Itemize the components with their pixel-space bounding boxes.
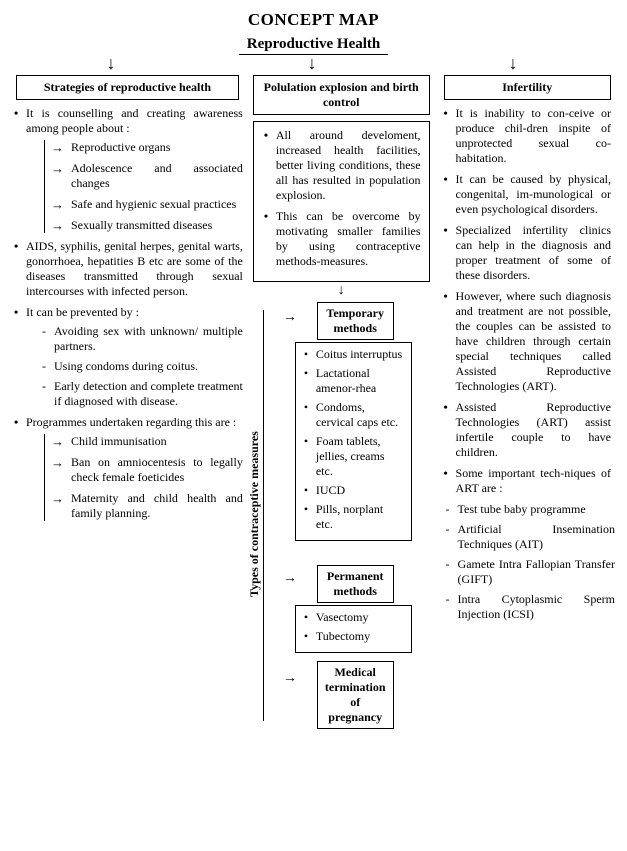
right-arrow-icon: → — [283, 310, 297, 326]
list-item: Specialized infertility clinics can help… — [444, 223, 611, 283]
temp-list: Coitus interruptus Lactational amenor-rh… — [304, 347, 403, 532]
list-item: Intra Cytoplasmic Sperm Injection (ICSI) — [446, 592, 615, 622]
text: Programmes undertaken regarding this are… — [26, 415, 236, 429]
contraceptive-stack: Types of contraceptive measures → Tempor… — [249, 302, 434, 729]
list-item: Coitus interruptus — [304, 347, 403, 362]
column-infertility: Infertility It is inability to con-ceive… — [440, 75, 615, 627]
text: It is counselling and creating awareness… — [26, 106, 243, 135]
columns: Strategies of reproductive health It is … — [12, 75, 615, 731]
prevent-list: Avoiding sex with unknown/ multiple part… — [26, 324, 243, 409]
list-item: Child immunisation — [51, 434, 243, 449]
population-box: All around develoment, increased health … — [253, 121, 430, 282]
subtitle-wrap: Reproductive Health — [12, 30, 615, 55]
infertility-list: It is inability to con-ceive or produce … — [440, 106, 615, 496]
column-strategies: Strategies of reproductive health It is … — [12, 75, 243, 527]
text: It can be prevented by : — [26, 305, 139, 319]
population-points: All around develoment, increased health … — [262, 128, 421, 269]
list-item: It is inability to con-ceive or produce … — [444, 106, 611, 166]
list-item: Artificial Insemination Techniques (AIT) — [446, 522, 615, 552]
list-item: All around develoment, increased health … — [264, 128, 421, 203]
bracket-line — [263, 310, 264, 721]
list-item: Adolescence and associated changes — [51, 161, 243, 191]
list-item: Gamete Intra Fallopian Transfer (GIFT) — [446, 557, 615, 587]
list-item: AIDS, syphilis, genital herpes, genital … — [14, 239, 243, 299]
list-item: Reproductive organs — [51, 140, 243, 155]
programmes-list: Child immunisation Ban on amniocentesis … — [44, 434, 243, 521]
list-item: Avoiding sex with unknown/ multiple part… — [42, 324, 243, 354]
strategies-list: It is counselling and creating awareness… — [12, 106, 243, 521]
list-item: Vasectomy — [304, 610, 403, 625]
heading-population: Polulation explosion and birth control — [253, 75, 430, 115]
list-item: It can be caused by physical, congenital… — [444, 172, 611, 217]
list-item: Pills, norplant etc. — [304, 502, 403, 532]
list-item: Using condoms during coitus. — [42, 359, 243, 374]
down-arrow-icon: ↓ — [249, 286, 434, 296]
list-item: It is counselling and creating awareness… — [14, 106, 243, 233]
art-list: Test tube baby programme Artificial Inse… — [440, 502, 615, 622]
temp-title: Temporary methods — [317, 302, 394, 340]
awareness-list: Reproductive organs Adolescence and asso… — [44, 140, 243, 233]
list-item: Sexually transmitted diseases — [51, 218, 243, 233]
list-item: Safe and hygienic sexual practices — [51, 197, 243, 212]
list-item: However, where such diagnosis and treatm… — [444, 289, 611, 394]
perm-title: Permanent methods — [317, 565, 394, 603]
list-item: This can be overcome by motivating small… — [264, 209, 421, 269]
list-item: IUCD — [304, 483, 403, 498]
list-item: Condoms, cervical caps etc. — [304, 400, 403, 430]
temp-box: Coitus interruptus Lactational amenor-rh… — [295, 342, 412, 541]
page-title: CONCEPT MAP — [12, 10, 615, 30]
right-arrow-icon: → — [283, 571, 297, 587]
list-item: Some important tech-niques of ART are : — [444, 466, 611, 496]
list-item: Test tube baby programme — [446, 502, 615, 517]
right-arrow-icon: → — [283, 671, 297, 687]
list-item: It can be prevented by : Avoiding sex wi… — [14, 305, 243, 409]
heading-strategies: Strategies of reproductive health — [16, 75, 239, 100]
list-item: Maternity and child health and family pl… — [51, 491, 243, 521]
perm-box: Vasectomy Tubectomy — [295, 605, 412, 653]
branch-arrows — [12, 53, 615, 75]
list-item: Assisted Reproductive Technologies (ART)… — [444, 400, 611, 460]
list-item: Foam tablets, jellies, creams etc. — [304, 434, 403, 479]
mtp-box: Medical termination of pregnancy — [317, 661, 394, 729]
list-item: Lactational amenor-rhea — [304, 366, 403, 396]
perm-list: Vasectomy Tubectomy — [304, 610, 403, 644]
list-item: Programmes undertaken regarding this are… — [14, 415, 243, 521]
list-item: Tubectomy — [304, 629, 403, 644]
heading-infertility: Infertility — [444, 75, 611, 100]
column-population: Polulation explosion and birth control A… — [249, 75, 434, 731]
list-item: Ban on amniocentesis to legally check fe… — [51, 455, 243, 485]
side-label: Types of contraceptive measures — [247, 431, 262, 597]
list-item: Early detection and complete treatment i… — [42, 379, 243, 409]
